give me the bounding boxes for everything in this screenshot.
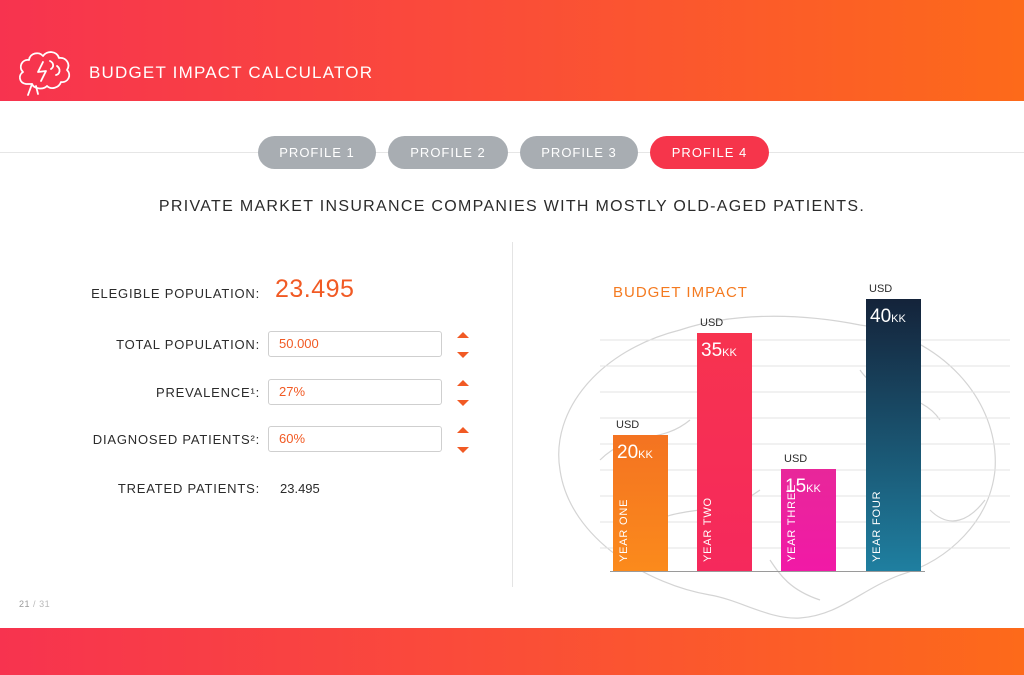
bar-unit-label: USD (784, 453, 807, 465)
prevalence-label: PREVALENCE¹: (156, 385, 260, 400)
total-population-stepper[interactable] (456, 332, 470, 360)
diagnosed-patients-label: DIAGNOSED PATIENTS²: (92, 432, 260, 447)
tabs-divider (0, 152, 1024, 153)
page-indicator: 21 / 31 (19, 599, 50, 609)
prevalence-input[interactable]: 27% (268, 379, 442, 405)
brain-icon (19, 51, 71, 96)
decrement-arrow-icon[interactable] (457, 352, 469, 358)
bar-year-four (866, 299, 921, 571)
bar-unit-label: USD (869, 283, 892, 295)
increment-arrow-icon[interactable] (457, 427, 469, 433)
tab-profile-1[interactable]: PROFILE 1 (258, 136, 376, 169)
bar-value-label: 20KK (617, 442, 653, 463)
diagnosed-patients-stepper[interactable] (456, 427, 470, 455)
profile-description: PRIVATE MARKET INSURANCE COMPANIES WITH … (158, 198, 866, 215)
treated-patients-label: TREATED PATIENTS: (117, 481, 260, 496)
bar-category-label: YEAR FOUR (871, 491, 883, 562)
app-title: BUDGET IMPACT CALCULATOR (89, 63, 374, 82)
app-footer (0, 628, 1024, 675)
bar-category-label: YEAR THREE (786, 484, 798, 562)
decrement-arrow-icon[interactable] (457, 447, 469, 453)
diagnosed-patients-input[interactable]: 60% (268, 426, 442, 452)
prevalence-stepper[interactable] (456, 380, 470, 408)
bar-year-two (697, 333, 752, 571)
page-total: 31 (39, 599, 51, 609)
tab-profile-4[interactable]: PROFILE 4 (650, 136, 769, 169)
increment-arrow-icon[interactable] (457, 380, 469, 386)
bar-year-three (781, 469, 836, 571)
bar-unit-label: USD (700, 317, 723, 329)
bar-year-one (613, 435, 668, 571)
bar-category-label: YEAR TWO (702, 497, 714, 562)
bar-category-label: YEAR ONE (618, 499, 630, 562)
total-population-input[interactable]: 50.000 (268, 331, 442, 357)
page-separator: / (33, 599, 37, 609)
increment-arrow-icon[interactable] (457, 332, 469, 338)
eligible-population-value: 23.495 (275, 275, 355, 303)
section-divider (512, 242, 513, 587)
tab-profile-2[interactable]: PROFILE 2 (388, 136, 508, 169)
bar-unit-label: USD (616, 419, 639, 431)
treated-patients-value: 23.495 (280, 481, 320, 496)
bar-value-label: 35KK (701, 340, 737, 361)
chart-title: BUDGET IMPACT (613, 284, 748, 301)
decrement-arrow-icon[interactable] (457, 400, 469, 406)
page-current: 21 (19, 599, 31, 609)
total-population-label: TOTAL POPULATION: (116, 337, 260, 352)
app-header: BUDGET IMPACT CALCULATOR (0, 0, 1024, 101)
bar-value-label: 40KK (870, 306, 906, 327)
tab-profile-3[interactable]: PROFILE 3 (520, 136, 638, 169)
eligible-population-label: ELEGIBLE POPULATION: (91, 286, 260, 301)
bar-value-label: 15KK (785, 476, 821, 497)
